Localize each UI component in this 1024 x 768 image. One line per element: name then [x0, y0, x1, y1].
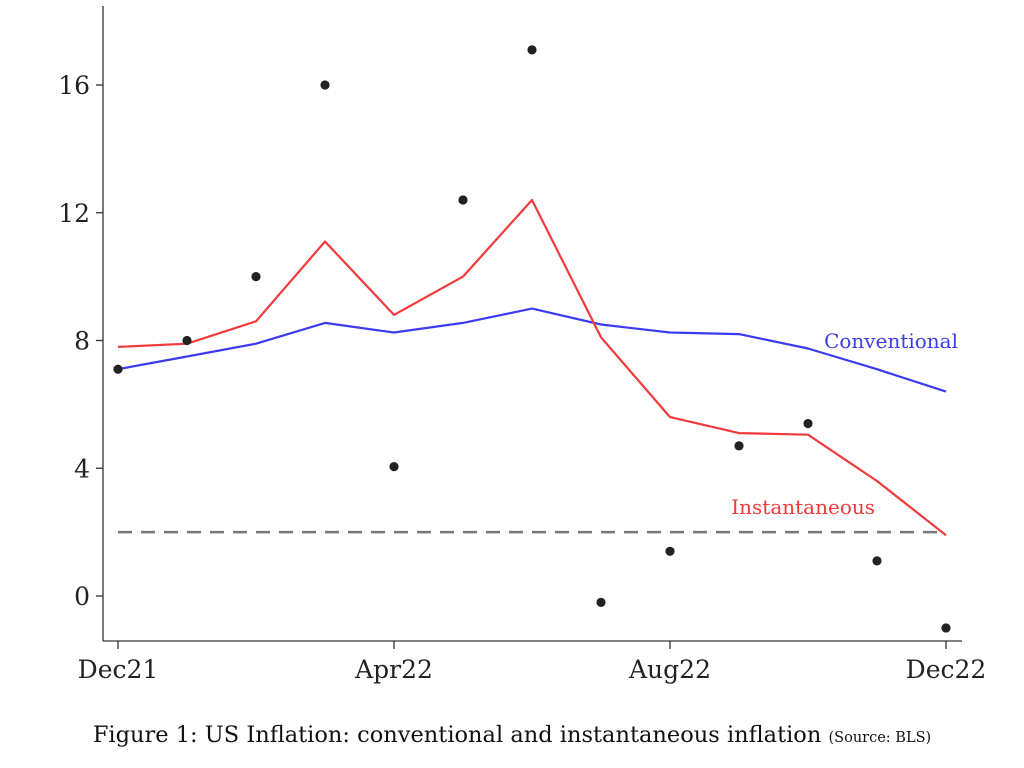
y-tick-label: 16 [58, 71, 90, 100]
monthly-data-point [113, 364, 123, 374]
chart-plot-area: Conventional Instantaneous [113, 45, 958, 633]
inflation-chart: 0 4 8 12 16 Dec21 Apr22 Aug22 Dec22 Conventional… [58, 6, 986, 684]
y-tick-label: 8 [74, 327, 90, 356]
figure-caption: Figure 1: US Inflation: conventional and… [0, 722, 1024, 748]
monthly-data-point [389, 462, 399, 472]
monthly-data-point [458, 195, 468, 205]
series-line-conventional [117, 307, 947, 393]
y-tick-label: 0 [74, 582, 90, 611]
caption-source: (Source: BLS) [828, 730, 932, 746]
x-tick-label: Apr22 [354, 655, 433, 684]
monthly-data-point [596, 597, 606, 607]
monthly-data-point [665, 546, 675, 556]
monthly-data-point [941, 623, 951, 633]
chart-axes: 0 4 8 12 16 Dec21 Apr22 Aug22 Dec22 [58, 6, 986, 684]
monthly-data-point [803, 418, 813, 429]
x-tick-label: Aug22 [628, 655, 711, 684]
monthly-data-point [872, 556, 882, 566]
y-tick-label: 12 [58, 199, 90, 228]
monthly-data-point [182, 335, 192, 346]
monthly-data-point [320, 80, 330, 90]
caption-text: Figure 1: US Inflation: conventional and… [92, 722, 822, 748]
monthly-data-point [734, 441, 744, 451]
series-label-conventional: Conventional [824, 329, 958, 353]
series-line-instantaneous [117, 198, 947, 537]
monthly-data-point [527, 45, 537, 55]
y-tick-label: 4 [74, 454, 90, 483]
x-tick-label: Dec21 [78, 655, 159, 684]
monthly-data-point [251, 272, 261, 282]
series-label-instantaneous: Instantaneous [731, 495, 875, 519]
x-tick-label: Dec22 [906, 655, 987, 684]
